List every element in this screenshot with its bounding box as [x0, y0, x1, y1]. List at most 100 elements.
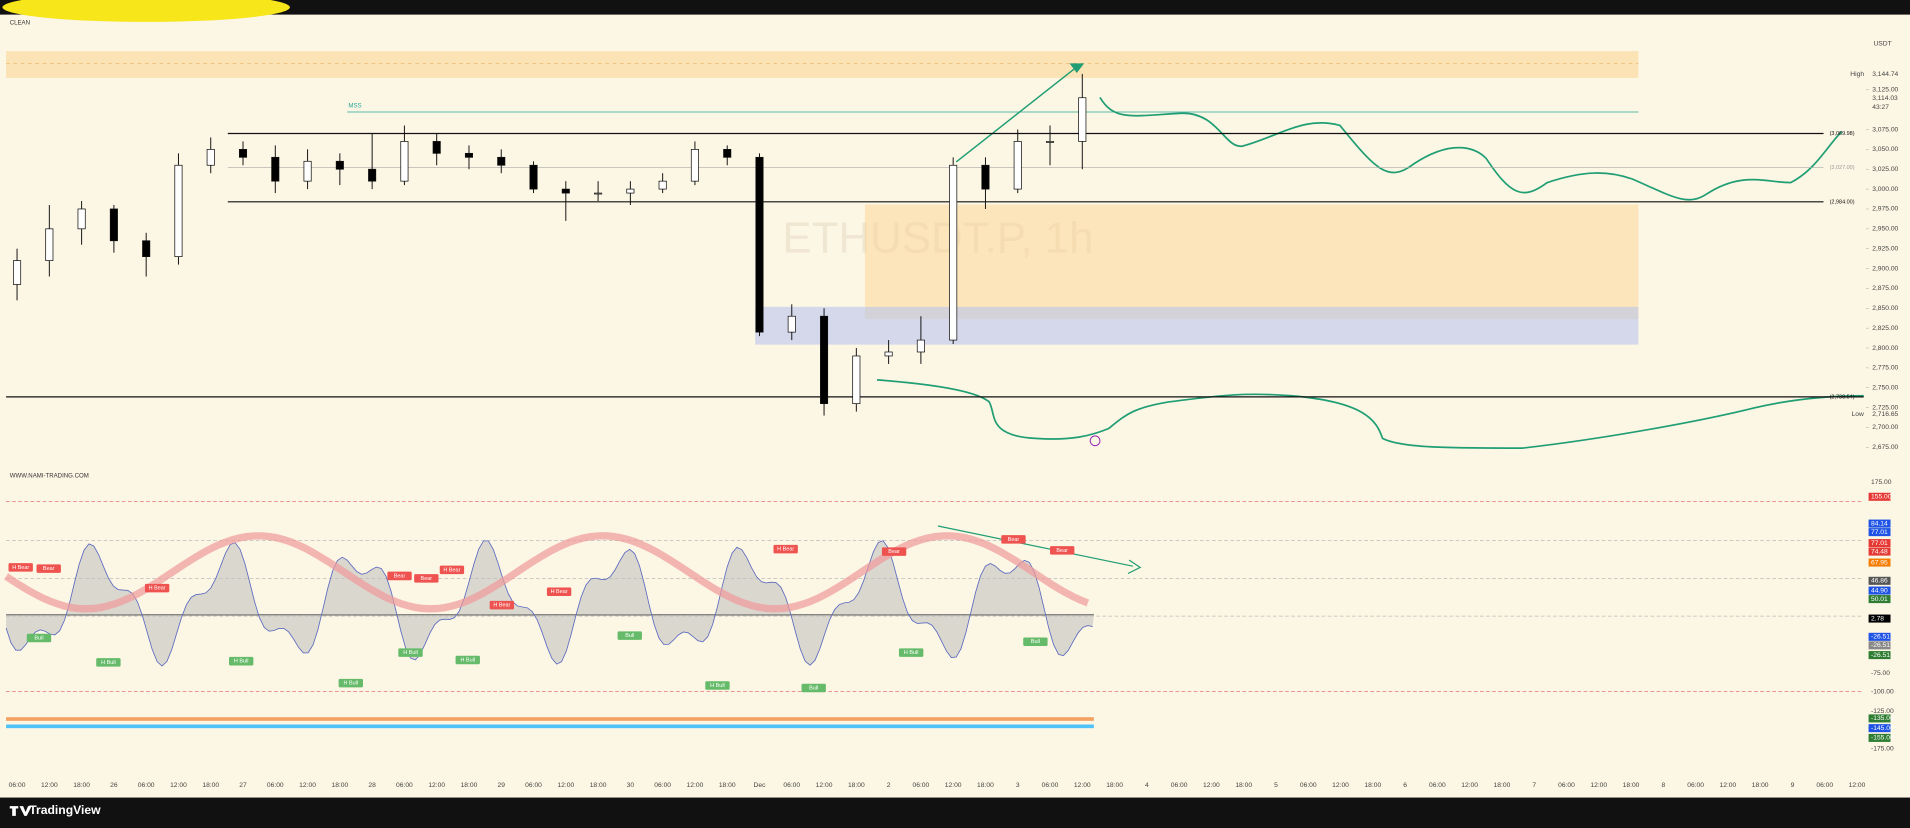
y-tick-label: 3,025.00 [1872, 166, 1898, 173]
candle-body [884, 351, 893, 357]
low-name: Low [1852, 411, 1864, 418]
x-tick-label: 18:00 [1752, 782, 1769, 789]
candle-body [594, 192, 603, 195]
high-name: High [1850, 71, 1864, 78]
x-tick-label: 6 [1403, 782, 1407, 789]
x-tick-label: 9 [1791, 782, 1795, 789]
x-tick-label: 06:00 [654, 782, 671, 789]
candle-body [820, 315, 829, 405]
ind-axis-bg [1868, 733, 1891, 742]
candle-body [464, 152, 473, 158]
bull-label-bg [705, 681, 730, 690]
ind-axis-label: -75.00 [1871, 670, 1890, 677]
x-tick-label: 12:00 [945, 782, 962, 789]
bull-label: H Bull [344, 681, 359, 687]
ind-axis-bg [1868, 528, 1891, 537]
x-tick-label: 18:00 [719, 782, 736, 789]
bear-label-bg [1001, 535, 1026, 544]
x-tick-label: 8 [1661, 782, 1665, 789]
bear-label-bg [414, 574, 439, 583]
y-tick-label: 2,750.00 [1872, 385, 1898, 392]
ind-axis-label: -26.51 [1871, 634, 1890, 641]
bear-label: H Bear [443, 567, 460, 573]
ind-axis-label: 74.48 [1871, 548, 1888, 555]
y-tick-label: 3,000.00 [1872, 186, 1898, 193]
ind-axis-label: 2.78 [1871, 615, 1884, 622]
candle-body [561, 188, 570, 194]
y-tick-label: 2,925.00 [1872, 245, 1898, 252]
bull-label: Bull [625, 633, 634, 639]
x-tick-label: 06:00 [783, 782, 800, 789]
bull-label: Bull [1031, 639, 1040, 645]
x-tick-label: 12:00 [41, 782, 58, 789]
ind-axis-bg [1868, 586, 1891, 595]
x-tick-label: 18:00 [331, 782, 348, 789]
x-tick-label: 18:00 [1494, 782, 1511, 789]
candle-body [368, 168, 377, 182]
order-block [864, 204, 1639, 320]
ind-axis-label: 44.90 [1871, 587, 1888, 594]
momentum-band [4, 532, 1090, 613]
candle-body [142, 240, 151, 258]
ind-axis-bg [1868, 558, 1891, 567]
x-tick-label: 18:00 [461, 782, 478, 789]
x-tick-label: 06:00 [396, 782, 413, 789]
candle-body [13, 260, 22, 285]
x-tick-label: 12:00 [1074, 782, 1091, 789]
candle-body [1078, 97, 1087, 142]
candle-body [626, 188, 635, 194]
x-tick-label: 18:00 [1235, 782, 1252, 789]
candle-body [432, 141, 441, 154]
bull-label-bg [338, 678, 363, 688]
arrow-head [1069, 63, 1085, 74]
bull-label-bg [455, 655, 480, 665]
ind-axis-label: -26.51 [1871, 652, 1890, 659]
bear-label: Bear [1056, 548, 1068, 554]
x-tick-label: 26 [110, 782, 118, 789]
x-tick-label: 06:00 [138, 782, 155, 789]
bear-label: H Bear [12, 565, 29, 571]
x-tick-label: 06:00 [1429, 782, 1446, 789]
arrow-head [1127, 559, 1142, 575]
y-tick-label: 2,950.00 [1872, 226, 1898, 233]
candle-body [109, 208, 118, 242]
brand: TradingView [29, 803, 101, 817]
x-tick-label: 12:00 [299, 782, 316, 789]
bull-label: H Bull [460, 657, 475, 663]
x-tick-label: 4 [1145, 782, 1149, 789]
x-tick-label: 18:00 [202, 782, 219, 789]
mss-label: MSS [348, 103, 361, 110]
bull-label-bg [398, 648, 423, 657]
bear-label: Bear [421, 576, 433, 582]
x-tick-label: 12:00 [687, 782, 704, 789]
level-label: (2,738.54) [1830, 394, 1855, 400]
ind-axis-bg [1868, 632, 1891, 641]
bear-label-bg [881, 547, 907, 556]
y-tick-label: 3,050.00 [1872, 146, 1898, 153]
ind-axis-bg [1868, 641, 1891, 650]
candle-body [1045, 141, 1055, 143]
candle-body [723, 149, 732, 158]
indicator-title: WWW.NAMI-TRADING.COM [10, 473, 89, 480]
bear-label-bg [144, 583, 170, 593]
x-tick-label: 18:00 [1623, 782, 1640, 789]
x-tick-label: 27 [239, 782, 247, 789]
x-tick-label: 18:00 [1364, 782, 1381, 789]
candle-body [690, 149, 699, 182]
bull-label: H Bull [101, 660, 116, 666]
ind-axis-label: -26.51 [1871, 642, 1890, 649]
bull-label-bg [898, 648, 924, 657]
y-tick-label: 3,075.00 [1872, 126, 1898, 133]
ind-axis-bg [1868, 547, 1891, 556]
x-tick-label: 18:00 [73, 782, 90, 789]
divergence-arrow [937, 525, 1133, 567]
ind-axis-bg [1868, 614, 1891, 623]
bear-label: Bear [1008, 537, 1020, 543]
y-tick-label: 2,875.00 [1872, 285, 1898, 292]
status-bar [6, 724, 1094, 729]
x-tick-label: 18:00 [590, 782, 607, 789]
x-tick-label: 12:00 [428, 782, 445, 789]
bear-label: Bear [394, 573, 406, 579]
trend-arrow [955, 66, 1078, 163]
ind-axis-label: 67.95 [1871, 559, 1888, 566]
